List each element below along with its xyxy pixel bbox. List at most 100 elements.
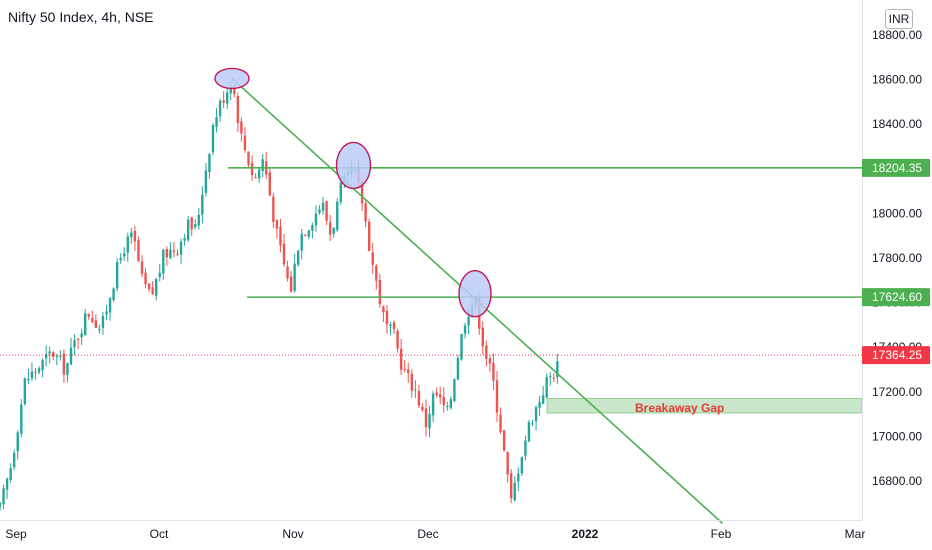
candle (389, 321, 392, 336)
candle (101, 312, 105, 335)
axis-price-label: 18204.35 (862, 158, 930, 177)
candle (84, 308, 87, 336)
candle (222, 91, 225, 109)
candle (162, 248, 165, 280)
candle (243, 127, 247, 154)
candle (2, 484, 5, 510)
axis-price-label: 17364.25 (862, 346, 930, 365)
candle (69, 337, 73, 366)
candle (16, 430, 19, 460)
candle (126, 232, 129, 262)
candle (375, 264, 378, 290)
candle (76, 337, 80, 350)
candle (545, 373, 548, 399)
candle (463, 322, 467, 339)
candle (41, 357, 44, 378)
candle (321, 196, 325, 215)
svg-text:17364.25: 17364.25 (872, 348, 922, 362)
candle (421, 403, 424, 413)
candle (215, 108, 218, 133)
candle (510, 469, 513, 504)
touch-point-ellipse[interactable] (458, 269, 492, 318)
candle (549, 372, 552, 386)
candle (453, 378, 456, 403)
candle (211, 122, 215, 156)
candle (524, 435, 527, 461)
candle (186, 216, 190, 242)
candle (385, 304, 389, 334)
touch-point-ellipse[interactable] (335, 141, 372, 190)
candle (442, 386, 445, 413)
candle (460, 333, 463, 361)
candle (240, 117, 243, 142)
candle (52, 350, 55, 361)
candle (520, 456, 524, 476)
candle (140, 255, 144, 278)
candle (435, 387, 438, 398)
candle (531, 419, 534, 426)
candle (428, 406, 431, 438)
candle (201, 186, 204, 224)
candle (158, 263, 161, 282)
candle (364, 200, 367, 228)
candle (407, 362, 410, 383)
candle (449, 396, 453, 410)
candle (328, 214, 332, 242)
candle (254, 173, 257, 179)
candle (282, 234, 286, 267)
breakaway-gap-label: Breakaway Gap (635, 401, 724, 415)
candle (392, 320, 396, 335)
svg-text:17624.60: 17624.60 (872, 290, 922, 304)
price-axis[interactable]: 16800.0017000.0017200.0017400.0017600.00… (862, 0, 930, 520)
candle (48, 346, 51, 364)
candle (382, 305, 385, 323)
y-tick-label: 18000.00 (872, 206, 922, 220)
candle (424, 399, 428, 437)
candle (0, 501, 2, 511)
time-axis[interactable]: Sep Oct Nov Dec 2022 Feb Mar (0, 520, 866, 542)
y-tick-label: 18800.00 (872, 28, 922, 42)
candle (176, 249, 179, 257)
candle (506, 451, 509, 483)
candle (538, 395, 541, 417)
x-tick-label: Mar (845, 527, 866, 541)
candle (34, 368, 37, 380)
candle (513, 475, 516, 502)
candle (541, 386, 545, 405)
candle (368, 218, 371, 252)
candle (499, 407, 502, 435)
candle (488, 354, 492, 372)
touch-point-ellipse[interactable] (214, 67, 250, 90)
candle (378, 274, 382, 308)
candle (137, 236, 140, 262)
x-tick-label: Feb (711, 527, 732, 541)
candle (98, 324, 101, 334)
candle (204, 162, 208, 197)
candle (257, 167, 261, 184)
candle (112, 287, 115, 303)
candle (183, 234, 186, 246)
candle (495, 371, 499, 422)
candle (30, 362, 34, 382)
candle (293, 254, 296, 293)
candle (151, 281, 154, 296)
candle (414, 380, 417, 399)
y-tick-label: 16800.00 (872, 474, 922, 488)
candle (179, 238, 183, 265)
candle (417, 384, 421, 409)
candle (272, 192, 275, 229)
candle (27, 368, 30, 384)
currency-badge[interactable]: INR (885, 9, 913, 29)
candle (20, 398, 23, 438)
y-tick-label: 17800.00 (872, 251, 922, 265)
candle (286, 260, 289, 282)
candle (23, 377, 27, 406)
candle (300, 228, 303, 260)
candle (87, 313, 90, 320)
candle (318, 205, 321, 215)
candle (194, 219, 197, 230)
candle (190, 216, 193, 237)
candle (144, 268, 147, 289)
candle (37, 366, 41, 375)
